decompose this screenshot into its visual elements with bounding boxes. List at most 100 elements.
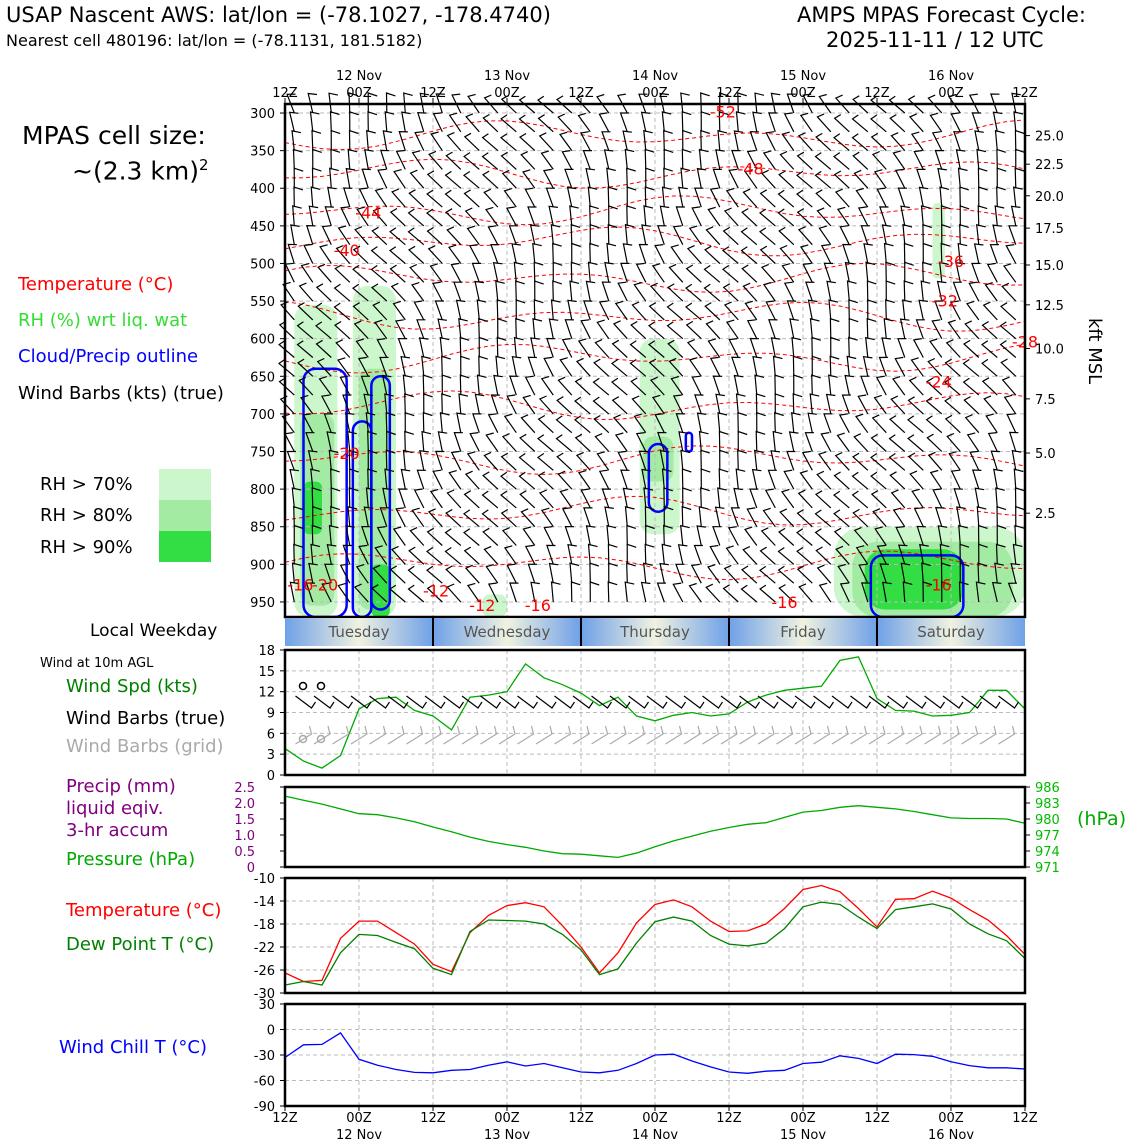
wind-barb bbox=[987, 432, 998, 452]
wind-barb bbox=[939, 543, 950, 565]
wind-barb bbox=[909, 470, 924, 490]
wind-barb bbox=[404, 411, 415, 433]
wind-barb bbox=[814, 509, 832, 528]
wind-barb bbox=[838, 413, 850, 433]
wind10m-label: Wind at 10m AGL bbox=[40, 656, 154, 671]
bottom-date-label: 14 Nov bbox=[632, 1128, 678, 1140]
wind-barb bbox=[409, 527, 425, 546]
pressure-tick-label: 950 bbox=[250, 596, 275, 611]
wind-barb bbox=[604, 506, 614, 527]
wind-barb bbox=[311, 524, 322, 546]
wind-barb bbox=[367, 110, 378, 132]
wind-barb bbox=[540, 150, 554, 170]
wind-barb bbox=[515, 299, 526, 320]
wind-barb bbox=[288, 111, 299, 132]
wind-barb bbox=[797, 132, 813, 152]
wind-barb bbox=[749, 337, 760, 358]
wind-barb bbox=[423, 393, 433, 414]
wind-barb bbox=[672, 225, 684, 245]
wind-barb bbox=[977, 205, 988, 226]
wind-barb bbox=[296, 321, 314, 340]
wind-barb bbox=[455, 299, 466, 321]
wind-barb bbox=[934, 149, 945, 170]
wind-barb-grid bbox=[443, 725, 461, 745]
wind-barb bbox=[366, 129, 376, 151]
wind-barb-grid bbox=[887, 725, 905, 745]
wind-barb bbox=[925, 377, 943, 396]
wind-barb bbox=[630, 320, 647, 340]
wind-barb bbox=[971, 262, 981, 283]
wind-barb bbox=[781, 131, 795, 151]
wind-barb bbox=[402, 374, 413, 396]
wind-barb bbox=[777, 189, 795, 208]
wind-barb bbox=[321, 582, 332, 603]
wind-barb bbox=[316, 357, 332, 377]
wind-barb bbox=[722, 584, 739, 603]
wind-barb bbox=[567, 543, 577, 565]
temperature-label: -16 bbox=[926, 576, 952, 595]
wind-barb bbox=[709, 187, 721, 208]
wind-barb bbox=[666, 321, 684, 340]
wind-barb bbox=[626, 205, 636, 226]
wind-barb bbox=[959, 186, 969, 208]
wind-barb-true bbox=[979, 695, 1001, 709]
wind-barb bbox=[467, 93, 480, 114]
wind-barb bbox=[874, 526, 887, 546]
wind-barb bbox=[344, 412, 355, 433]
wind-barb bbox=[833, 471, 850, 490]
cloud-outline bbox=[370, 375, 392, 611]
wind-barb bbox=[892, 507, 906, 528]
wind-barb bbox=[939, 261, 949, 283]
wind-barb bbox=[696, 525, 706, 546]
wind-barb bbox=[587, 261, 598, 283]
wind-barb bbox=[996, 167, 1007, 189]
wind-barb bbox=[392, 300, 406, 321]
wind-barb bbox=[416, 112, 427, 132]
wind-barb-grid bbox=[868, 725, 886, 745]
wind-barb bbox=[333, 302, 351, 321]
wind-barb bbox=[725, 319, 739, 340]
wind-barb-true bbox=[887, 695, 908, 709]
wind-barb bbox=[370, 265, 388, 283]
top-time-label: 12Z bbox=[272, 86, 298, 101]
wind-barb bbox=[641, 224, 651, 245]
wind-barb bbox=[889, 114, 906, 133]
weekday-cell bbox=[581, 618, 729, 646]
wind-barb bbox=[971, 112, 982, 132]
wind-barb bbox=[310, 468, 320, 490]
wind-barb bbox=[290, 224, 300, 245]
top-date-label: 13 Nov bbox=[484, 69, 530, 84]
wind-barb bbox=[426, 170, 443, 189]
temperature-label: -20 bbox=[334, 444, 360, 463]
wind-barb bbox=[319, 244, 332, 264]
rh70-swatch bbox=[159, 469, 211, 500]
wind-barb bbox=[777, 527, 795, 546]
wind-barb bbox=[444, 208, 462, 227]
wind-speed-panel: 0 3 6 9 12 15 18 bbox=[258, 644, 1027, 784]
wind-barb bbox=[916, 168, 926, 189]
wind-barb bbox=[651, 394, 665, 415]
y-tick-label: -10 bbox=[254, 872, 275, 887]
wind-barb bbox=[460, 355, 470, 377]
wind-barb bbox=[513, 261, 524, 283]
wind-barb bbox=[700, 92, 710, 114]
wind-barb bbox=[698, 506, 709, 527]
wind-barb bbox=[744, 526, 758, 546]
wind-barb bbox=[550, 581, 561, 603]
wind-barb bbox=[802, 262, 813, 283]
wind-barb bbox=[811, 355, 822, 377]
wind-barb bbox=[286, 93, 296, 114]
wind-barb bbox=[511, 355, 522, 377]
wind-barb bbox=[709, 544, 721, 565]
wind-barb bbox=[353, 583, 369, 603]
wind-barb bbox=[899, 318, 910, 339]
calm-circle-grid bbox=[316, 734, 326, 744]
wind-barb bbox=[783, 469, 795, 490]
wind-barb-grid bbox=[998, 725, 1016, 745]
wind-barb bbox=[659, 562, 669, 584]
wind-barb bbox=[594, 433, 610, 452]
wind-barb bbox=[1011, 449, 1022, 471]
wind-barb bbox=[786, 450, 796, 471]
wind-barb-true bbox=[609, 695, 631, 709]
wind-barb bbox=[709, 356, 721, 377]
